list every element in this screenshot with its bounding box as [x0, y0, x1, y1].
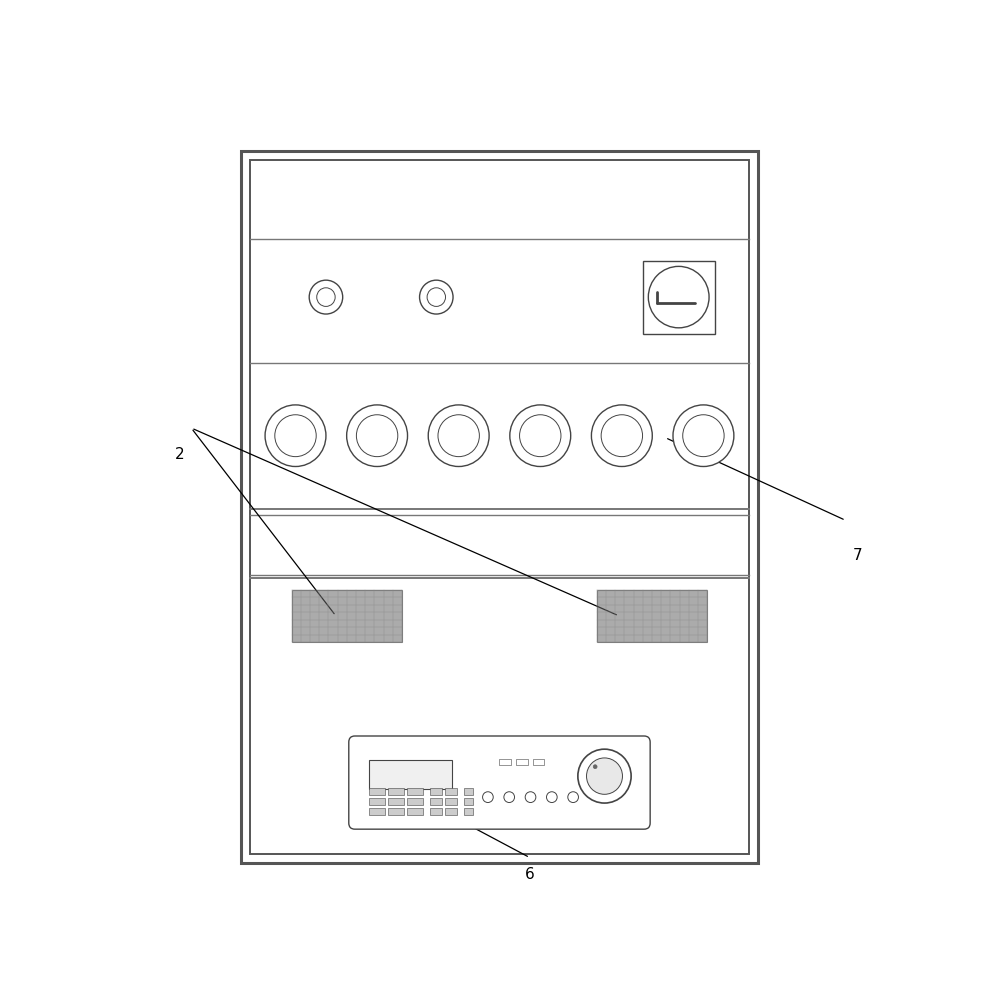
Bar — [597, 590, 707, 642]
Bar — [430, 808, 442, 815]
Bar — [249, 160, 749, 854]
Bar — [407, 788, 423, 795]
Bar — [430, 798, 442, 805]
Ellipse shape — [347, 405, 408, 466]
Bar — [368, 788, 385, 795]
Text: 6: 6 — [525, 867, 535, 882]
Ellipse shape — [648, 266, 709, 328]
Ellipse shape — [265, 405, 326, 466]
Ellipse shape — [601, 415, 642, 457]
Ellipse shape — [568, 792, 578, 803]
Ellipse shape — [438, 415, 479, 457]
Bar — [464, 808, 473, 815]
Ellipse shape — [519, 415, 561, 457]
Ellipse shape — [682, 415, 724, 457]
Bar — [292, 590, 402, 642]
Ellipse shape — [356, 415, 398, 457]
Bar — [407, 798, 423, 805]
Text: 7: 7 — [852, 548, 862, 563]
Bar — [445, 798, 457, 805]
Bar — [241, 151, 758, 863]
Ellipse shape — [275, 415, 316, 457]
Ellipse shape — [577, 749, 631, 803]
Bar — [368, 760, 453, 789]
Bar — [464, 798, 473, 805]
Bar — [642, 261, 715, 334]
Bar — [445, 808, 457, 815]
Ellipse shape — [591, 405, 652, 466]
FancyBboxPatch shape — [349, 736, 650, 829]
Ellipse shape — [547, 792, 557, 803]
Bar — [388, 808, 405, 815]
Text: 2: 2 — [175, 447, 185, 462]
Ellipse shape — [586, 758, 623, 794]
Bar — [368, 808, 385, 815]
Ellipse shape — [317, 288, 335, 306]
Bar — [430, 788, 442, 795]
Ellipse shape — [419, 280, 453, 314]
Ellipse shape — [428, 405, 489, 466]
Ellipse shape — [525, 792, 536, 803]
Bar — [388, 788, 405, 795]
Bar — [533, 759, 544, 765]
Ellipse shape — [510, 405, 571, 466]
Bar — [388, 798, 405, 805]
Bar — [517, 759, 527, 765]
Ellipse shape — [427, 288, 446, 306]
Bar — [368, 798, 385, 805]
Bar — [445, 788, 457, 795]
Bar — [500, 759, 511, 765]
Ellipse shape — [309, 280, 343, 314]
Ellipse shape — [593, 765, 597, 769]
Bar — [407, 808, 423, 815]
Ellipse shape — [673, 405, 734, 466]
Ellipse shape — [504, 792, 515, 803]
Ellipse shape — [482, 792, 493, 803]
Bar — [464, 788, 473, 795]
